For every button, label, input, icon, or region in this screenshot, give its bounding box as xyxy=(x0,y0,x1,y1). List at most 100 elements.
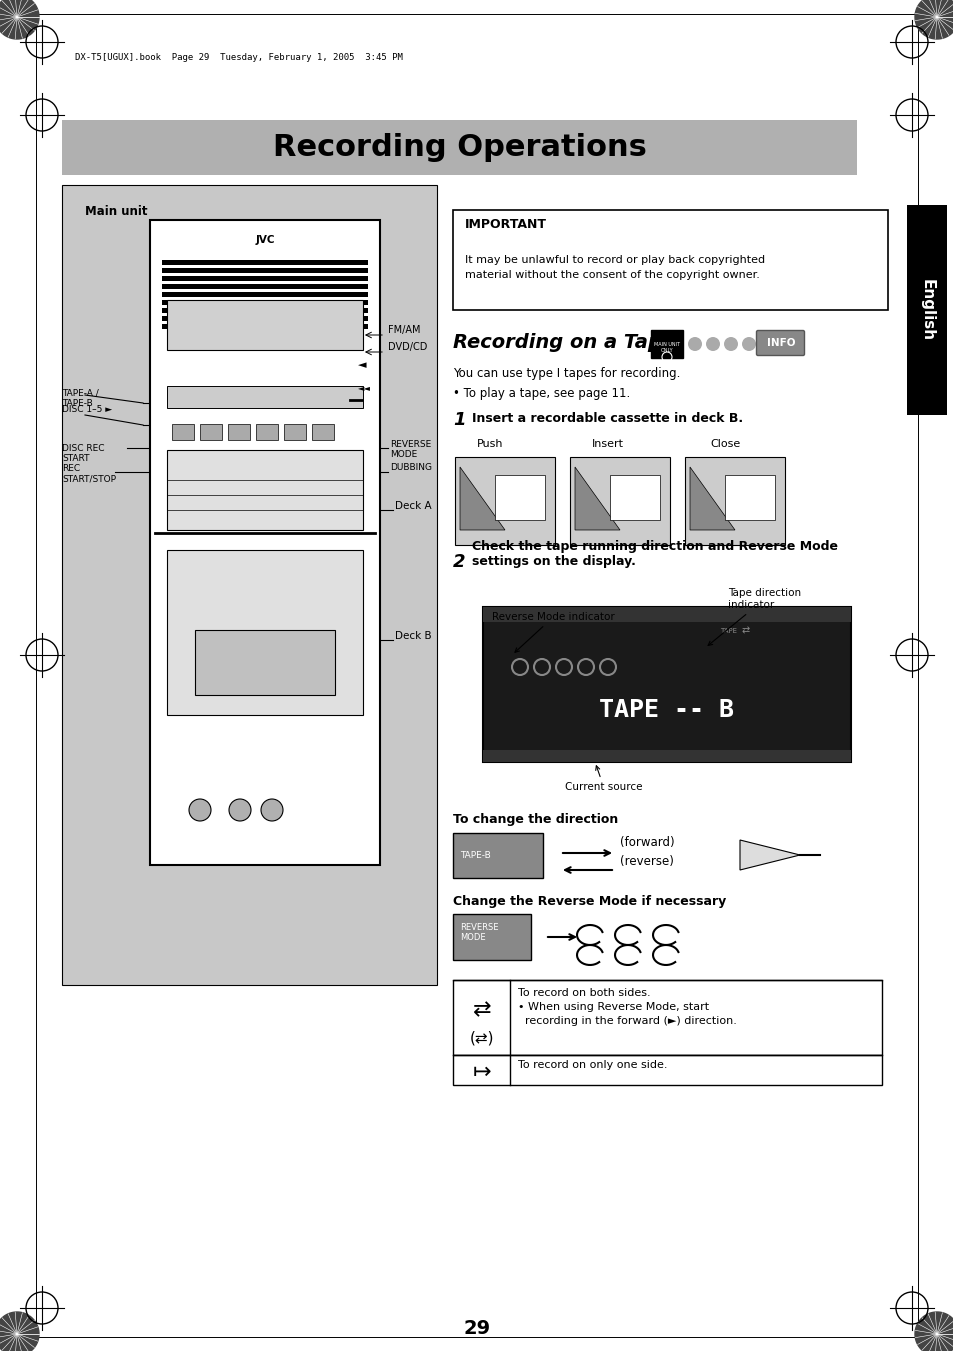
Bar xyxy=(455,457,555,544)
Text: DISC 1–5 ►: DISC 1–5 ► xyxy=(62,405,112,415)
Text: To record on both sides.
• When using Reverse Mode, start
  recording in the for: To record on both sides. • When using Re… xyxy=(517,988,736,1025)
Text: It may be unlawful to record or play back copyrighted
material without the conse: It may be unlawful to record or play bac… xyxy=(464,255,764,280)
Text: (forward): (forward) xyxy=(619,836,674,848)
Polygon shape xyxy=(0,1312,39,1351)
Polygon shape xyxy=(914,0,953,39)
Bar xyxy=(162,267,368,273)
Bar xyxy=(609,476,659,520)
Text: ◄◄: ◄◄ xyxy=(357,382,371,392)
Text: Insert: Insert xyxy=(592,439,623,449)
Text: (reverse): (reverse) xyxy=(619,855,673,867)
Bar xyxy=(495,476,544,520)
Circle shape xyxy=(687,336,701,351)
Bar xyxy=(162,259,368,265)
Circle shape xyxy=(741,336,755,351)
Polygon shape xyxy=(914,1312,953,1351)
Bar xyxy=(162,284,368,289)
Circle shape xyxy=(229,798,251,821)
Text: TAPE-A /
TAPE-B: TAPE-A / TAPE-B xyxy=(62,389,99,408)
Bar xyxy=(453,1055,882,1085)
Text: INFO: INFO xyxy=(766,338,795,349)
Bar xyxy=(650,330,682,358)
Text: Deck B: Deck B xyxy=(395,631,431,640)
FancyBboxPatch shape xyxy=(756,331,803,355)
Text: DX-T5[UGUX].book  Page 29  Tuesday, February 1, 2005  3:45 PM: DX-T5[UGUX].book Page 29 Tuesday, Februa… xyxy=(75,53,402,62)
Polygon shape xyxy=(575,467,619,530)
Text: Current source: Current source xyxy=(564,766,641,792)
Circle shape xyxy=(705,336,720,351)
Bar xyxy=(482,750,850,762)
Bar xyxy=(453,979,882,1055)
Bar xyxy=(453,915,531,961)
Circle shape xyxy=(189,798,211,821)
Bar xyxy=(194,630,335,694)
Text: Recording Operations: Recording Operations xyxy=(273,134,646,162)
Text: DUBBING: DUBBING xyxy=(390,463,432,473)
Bar xyxy=(162,292,368,297)
Bar xyxy=(150,220,379,865)
Text: Push: Push xyxy=(476,439,503,449)
Text: ⇄: ⇄ xyxy=(472,1000,491,1020)
Text: Insert a recordable cassette in deck B.: Insert a recordable cassette in deck B. xyxy=(472,412,742,426)
Text: 2: 2 xyxy=(453,553,465,571)
Text: ◄: ◄ xyxy=(357,359,366,370)
Text: Change the Reverse Mode if necessary: Change the Reverse Mode if necessary xyxy=(453,894,725,908)
Bar xyxy=(453,209,887,309)
Text: (⇄): (⇄) xyxy=(469,1031,494,1046)
Polygon shape xyxy=(740,840,800,870)
Bar xyxy=(200,424,222,440)
Text: Main unit: Main unit xyxy=(85,205,148,218)
Text: Check the tape running direction and Reverse Mode
settings on the display.: Check the tape running direction and Rev… xyxy=(472,540,837,567)
Text: 1: 1 xyxy=(453,411,465,430)
Text: DISC REC
START: DISC REC START xyxy=(62,444,105,463)
Text: TAPE-B: TAPE-B xyxy=(459,851,490,861)
Bar xyxy=(62,120,856,176)
Bar xyxy=(62,185,436,985)
Bar xyxy=(172,424,193,440)
Text: IMPORTANT: IMPORTANT xyxy=(464,218,546,231)
Circle shape xyxy=(261,798,283,821)
Polygon shape xyxy=(0,0,39,39)
Bar xyxy=(482,607,850,621)
Text: To record on only one side.: To record on only one side. xyxy=(517,1061,667,1070)
Circle shape xyxy=(723,336,738,351)
Polygon shape xyxy=(689,467,734,530)
Bar xyxy=(906,205,946,415)
Bar xyxy=(162,276,368,281)
Text: English: English xyxy=(919,278,934,340)
Text: TAPE -- B: TAPE -- B xyxy=(598,698,734,721)
Bar xyxy=(162,316,368,322)
Bar xyxy=(167,386,363,408)
Bar xyxy=(684,457,784,544)
Text: FM/AM: FM/AM xyxy=(388,326,420,335)
Bar xyxy=(569,457,669,544)
Text: REVERSE
MODE: REVERSE MODE xyxy=(390,440,431,459)
Bar xyxy=(162,308,368,313)
Text: Close: Close xyxy=(710,439,740,449)
Bar xyxy=(453,834,542,878)
Text: Deck A: Deck A xyxy=(395,501,431,511)
Text: MAIN UNIT: MAIN UNIT xyxy=(653,342,679,346)
Text: To change the direction: To change the direction xyxy=(453,813,618,825)
Text: REC
START/STOP: REC START/STOP xyxy=(62,463,116,484)
Bar xyxy=(167,450,363,530)
Polygon shape xyxy=(459,467,504,530)
Text: TAPE: TAPE xyxy=(720,628,737,634)
Bar xyxy=(167,300,363,350)
Text: Reverse Mode indicator: Reverse Mode indicator xyxy=(492,612,614,653)
Text: ONLY: ONLY xyxy=(660,347,673,353)
Bar xyxy=(255,424,277,440)
Bar xyxy=(162,324,368,330)
Text: • To play a tape, see page 11.: • To play a tape, see page 11. xyxy=(453,386,630,400)
Text: 29: 29 xyxy=(463,1319,490,1337)
Text: JVC: JVC xyxy=(255,235,274,245)
Text: You can use type I tapes for recording.: You can use type I tapes for recording. xyxy=(453,367,679,380)
Text: REVERSE
MODE: REVERSE MODE xyxy=(459,923,498,942)
Text: Tape direction
indicator: Tape direction indicator xyxy=(707,589,801,646)
Bar xyxy=(162,300,368,305)
Text: ↦: ↦ xyxy=(472,1062,491,1082)
Bar xyxy=(284,424,306,440)
Bar xyxy=(167,550,363,715)
Text: DVD/CD: DVD/CD xyxy=(388,342,427,353)
Bar xyxy=(228,424,250,440)
